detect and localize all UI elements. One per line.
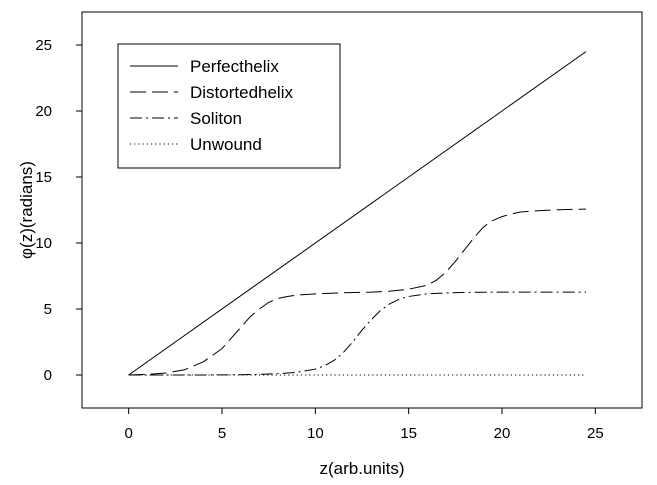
- legend-label-distortedhelix: Distortedhelix: [190, 83, 293, 102]
- legend-label-soliton: Soliton: [190, 109, 242, 128]
- x-tick-label: 20: [494, 425, 511, 442]
- series-lines: [128, 51, 587, 376]
- legend: Perfecthelix Distortedhelix Soliton Unwound: [117, 43, 341, 169]
- y-tick-label: 25: [35, 37, 52, 54]
- x-tick-label: 0: [124, 425, 132, 442]
- x-tick-label: 25: [587, 425, 604, 442]
- legend-label-unwound: Unwound: [190, 135, 262, 154]
- x-tick-label: 5: [218, 425, 226, 442]
- y-tick-label: 20: [35, 103, 52, 120]
- legend-box: [117, 43, 341, 169]
- y-tick-label: 5: [44, 301, 52, 318]
- legend-label-perfecthelix: Perfecthelix: [190, 57, 279, 76]
- x-axis-label: z(arb.units): [319, 459, 404, 478]
- series-line-perfecthelix: [128, 51, 587, 376]
- series-line-soliton: [128, 291, 586, 376]
- y-axis-label: φ(z)(radians): [17, 161, 36, 259]
- x-tick-label: 15: [400, 425, 417, 442]
- y-tick-label: 15: [35, 169, 52, 186]
- series-line-distortedhelix: [128, 208, 587, 376]
- y-tick-label: 10: [35, 235, 52, 252]
- x-tick-label: 10: [307, 425, 324, 442]
- y-tick-label: 0: [44, 367, 52, 384]
- ticks: 0 5 10 15 20 25 0 5 10 15 20 25: [35, 37, 603, 442]
- plot-frame: [81, 11, 643, 409]
